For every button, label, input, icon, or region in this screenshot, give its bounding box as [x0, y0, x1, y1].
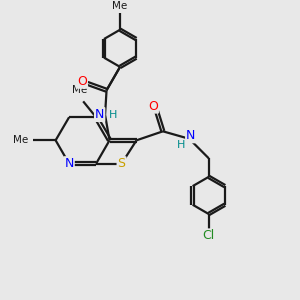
Text: H: H: [177, 140, 185, 150]
Text: O: O: [77, 75, 87, 88]
Text: N: N: [186, 129, 195, 142]
Text: H: H: [109, 110, 118, 119]
Text: O: O: [148, 100, 158, 112]
Text: Me: Me: [112, 2, 128, 11]
Text: S: S: [118, 157, 125, 170]
Text: Cl: Cl: [202, 230, 215, 242]
Text: N: N: [95, 108, 104, 121]
Text: N: N: [64, 157, 74, 170]
Text: Me: Me: [72, 85, 87, 95]
Text: Me: Me: [13, 135, 28, 145]
